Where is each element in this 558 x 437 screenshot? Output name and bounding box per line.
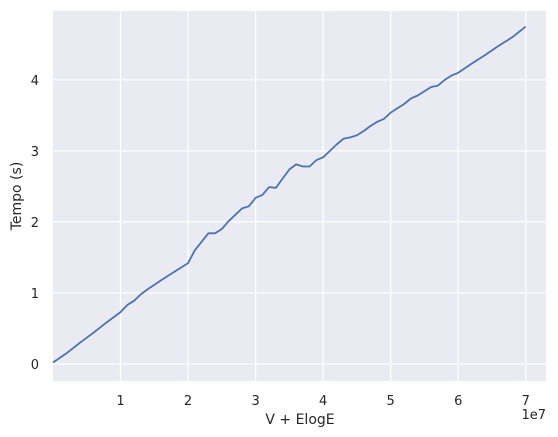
x-tick-label: 7 (522, 394, 530, 409)
x-axis-label: V + ElogE (265, 412, 334, 428)
y-tick-label: 1 (31, 287, 39, 302)
y-tick-label: 2 (31, 216, 39, 231)
y-axis-label: Tempo (s) (9, 162, 25, 232)
series-line (52, 25, 527, 364)
x-offset-label: 1e7 (521, 408, 546, 423)
y-tick-label: 3 (31, 145, 39, 160)
plot-background (53, 11, 546, 381)
x-tick-label: 4 (319, 394, 327, 409)
x-tick-label: 2 (184, 394, 192, 409)
y-tick-label: 0 (31, 358, 39, 373)
x-tick-labels: 1 2 3 4 5 6 7 (116, 394, 529, 409)
x-tick-label: 5 (387, 394, 395, 409)
series-layer (52, 25, 527, 364)
y-tick-labels: 0 1 2 3 4 (31, 74, 39, 373)
x-tick-label: 1 (116, 394, 124, 409)
y-tick-label: 4 (31, 74, 39, 89)
x-tick-label: 6 (454, 394, 462, 409)
x-tick-label: 3 (251, 394, 259, 409)
